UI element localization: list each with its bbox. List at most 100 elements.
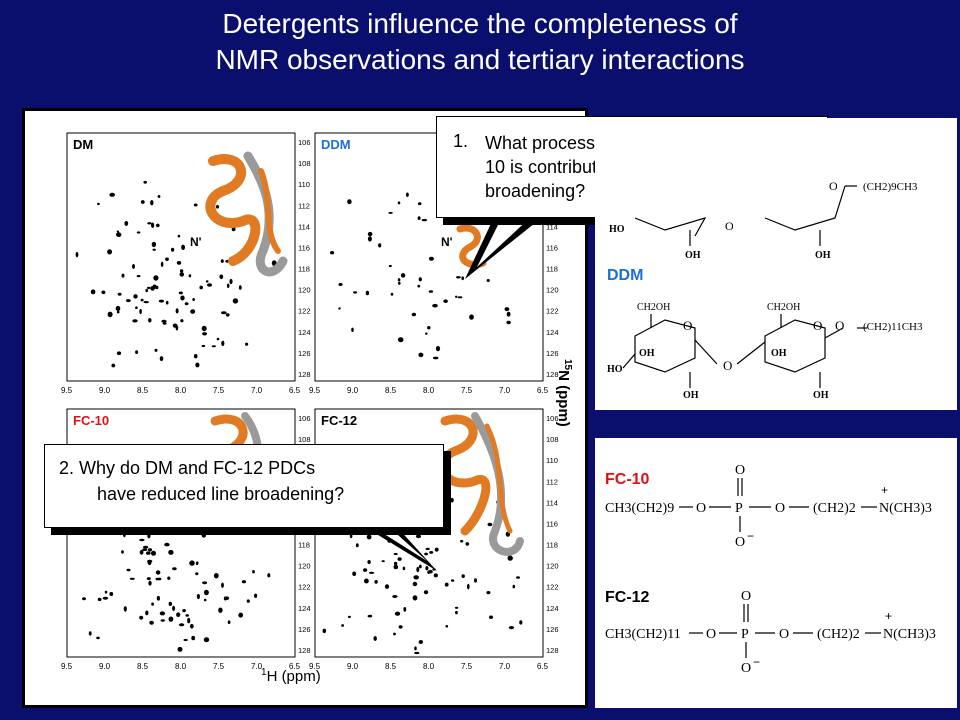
nmr-peak <box>434 547 439 552</box>
nmr-peak <box>157 195 161 198</box>
nmr-peak <box>188 274 192 278</box>
nmr-peak <box>147 548 153 552</box>
nmr-peak <box>349 533 353 539</box>
nmr-peak <box>381 560 385 563</box>
fc12-structure: CH3(CH2)11 O P O O − O (CH2)2 N(CH3)3 + <box>605 589 936 676</box>
question-2-line-1: 2. Why do DM and FC-12 PDCs <box>59 458 316 478</box>
nmr-peak <box>201 325 207 332</box>
helix-cartoon-fc12 <box>438 412 524 556</box>
n-terminus-label-dm: N' <box>190 235 202 249</box>
nmr-peak <box>168 601 172 606</box>
fc12-head: CH3(CH2)11 <box>605 627 681 642</box>
nmr-peak <box>143 301 149 304</box>
dm-oh-2: OH <box>815 250 831 261</box>
y-tick-label: 122 <box>546 583 559 592</box>
nmr-peak <box>151 222 155 228</box>
fc10-head: CH3(CH2)9 <box>605 501 674 516</box>
nmr-peak <box>227 620 231 624</box>
nmr-peak <box>117 292 122 296</box>
nmr-peak <box>424 552 428 556</box>
y-tick-label: 106 <box>298 414 311 423</box>
y-tick-label: 124 <box>298 328 311 337</box>
nmr-peak <box>132 264 135 269</box>
nmr-peak <box>254 593 258 598</box>
y-tick-label: 120 <box>298 562 311 571</box>
nmr-peaks <box>75 180 523 655</box>
nmr-peak <box>429 551 434 554</box>
y-tick-label: 128 <box>298 646 311 655</box>
nmr-peak <box>104 590 108 594</box>
fc10-ammonium: N(CH3)3 <box>879 501 932 516</box>
nmr-peak <box>355 543 359 548</box>
fc12-o-minus: O <box>741 661 751 676</box>
nmr-peak <box>167 576 171 580</box>
y-tick-label: 116 <box>546 243 558 252</box>
nmr-peak <box>456 276 461 279</box>
ddm-tail: (CH2)11CH3 <box>863 321 923 333</box>
dm-oh-1: OH <box>685 250 701 261</box>
nmr-peak <box>322 628 327 634</box>
nmr-peak <box>189 624 194 629</box>
nmr-peak <box>126 299 131 303</box>
dm-o-ring: O <box>829 179 838 193</box>
y-axis-label: 15N (ppm) <box>555 359 573 427</box>
nmr-peak <box>398 281 401 285</box>
nmr-peak <box>124 221 129 226</box>
nmr-peak <box>368 571 375 574</box>
n-terminus-label-ddm: N' <box>441 235 453 249</box>
y-tick-label: 118 <box>546 541 558 550</box>
nmr-peak <box>145 288 148 293</box>
nmr-peak <box>367 236 372 242</box>
ddm-oh-d: OH <box>813 390 829 401</box>
nmr-peak <box>146 577 151 581</box>
nmr-peak <box>474 578 477 583</box>
nmr-peak <box>423 590 429 595</box>
nmr-peak <box>450 579 455 582</box>
nmr-peak <box>116 310 120 314</box>
nmr-peak <box>428 256 434 261</box>
nmr-peak <box>191 635 196 641</box>
nmr-peak <box>179 272 185 277</box>
nmr-peak <box>213 573 219 579</box>
nmr-peak <box>121 550 124 554</box>
nmr-peak <box>203 589 209 596</box>
fc12-linker: (CH2)2 <box>817 627 860 642</box>
nmr-peak <box>184 302 189 306</box>
nmr-peak <box>147 533 151 539</box>
fc10-plus: + <box>881 483 888 497</box>
nmr-peak <box>507 555 513 561</box>
nmr-peak <box>443 299 448 303</box>
nmr-peak <box>164 542 170 547</box>
nmr-peak <box>506 311 511 317</box>
nmr-peak <box>171 247 175 252</box>
y-tick-label: 124 <box>546 328 559 337</box>
y-tick-label: 110 <box>546 456 558 465</box>
question-2-callout: 2. Why do DM and FC-12 PDCs have reduced… <box>44 444 444 528</box>
nmr-peak <box>384 584 390 589</box>
nmr-peak <box>129 577 135 580</box>
x-tick-label: 7.5 <box>461 662 473 671</box>
nmr-peak <box>147 559 152 565</box>
nmr-peak <box>428 569 433 574</box>
y-tick-label: 124 <box>546 604 559 613</box>
nmr-peak <box>425 566 429 571</box>
nmr-peak <box>465 542 470 546</box>
spectrum-fc10-frame <box>66 408 296 658</box>
x-tick-label: 7.0 <box>251 386 263 395</box>
nmr-peak <box>203 637 210 643</box>
nmr-peak <box>178 623 185 627</box>
nmr-peak <box>151 550 156 556</box>
nmr-peak <box>469 314 474 320</box>
helix-cartoon-dm <box>205 151 288 277</box>
nmr-peak <box>347 199 352 205</box>
nmr-peak <box>147 222 152 225</box>
nmr-peak <box>211 345 216 348</box>
nmr-peak <box>150 200 154 206</box>
nmr-peak <box>425 547 430 551</box>
nmr-peak <box>414 646 417 651</box>
nmr-peak <box>238 612 244 618</box>
spectrum-ddm-frame <box>314 132 544 382</box>
nmr-peak <box>461 276 465 281</box>
nmr-peak <box>116 232 122 237</box>
nmr-peak <box>417 284 421 288</box>
